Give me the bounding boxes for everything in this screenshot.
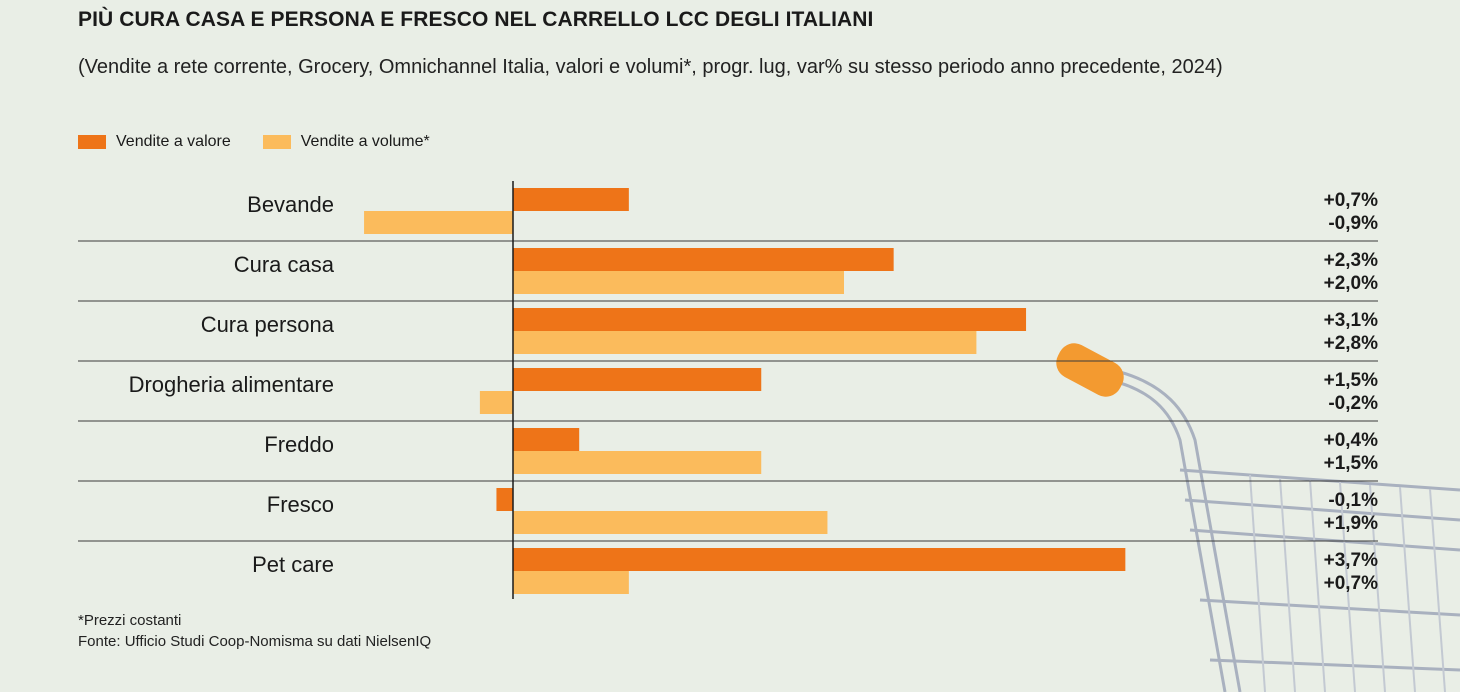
bar-volume <box>479 391 513 414</box>
legend-item-volume: Vendite a volume* <box>262 133 430 151</box>
bar-value <box>513 308 1027 331</box>
data-label-value: +0,4% <box>1324 430 1379 451</box>
legend-item-value: Vendite a valore <box>78 133 231 151</box>
bar-volume <box>513 271 844 294</box>
bar-value <box>496 488 513 511</box>
legend-label-volume: Vendite a volume* <box>300 133 430 150</box>
data-label-volume: +1,9% <box>1324 513 1379 534</box>
bar-volume <box>513 451 762 474</box>
chart-title: PIÙ CURA CASA E PERSONA E FRESCO NEL CAR… <box>78 8 874 31</box>
data-label-value: +1,5% <box>1324 370 1379 391</box>
category-label: Drogheria alimentare <box>129 372 334 397</box>
footnote: *Prezzi costanti Fonte: Ufficio Studi Co… <box>78 610 431 652</box>
category-label: Cura casa <box>234 252 335 277</box>
category-label: Pet care <box>252 552 334 577</box>
data-label-value: +2,3% <box>1324 250 1379 271</box>
legend-swatch-value <box>78 135 106 149</box>
bar-volume <box>364 211 513 234</box>
bar-volume <box>513 571 629 594</box>
bar-value <box>513 248 894 271</box>
data-label-value: +3,1% <box>1324 310 1379 331</box>
category-label: Cura persona <box>201 312 335 337</box>
footnote-note: *Prezzi costanti <box>78 612 182 629</box>
bar-value <box>513 188 629 211</box>
legend: Vendite a valore Vendite a volume* <box>78 133 462 151</box>
legend-swatch-volume <box>262 135 291 149</box>
bar-volume <box>513 511 828 534</box>
data-label-volume: -0,2% <box>1328 393 1378 414</box>
category-label: Fresco <box>267 492 334 517</box>
bar-volume <box>513 331 977 354</box>
data-label-volume: +2,8% <box>1324 333 1379 354</box>
data-label-value: +3,7% <box>1324 550 1379 571</box>
category-label: Freddo <box>264 432 334 457</box>
bar-value <box>513 428 580 451</box>
data-label-volume: +2,0% <box>1324 273 1379 294</box>
bar-value <box>513 368 762 391</box>
data-label-volume: +1,5% <box>1324 453 1379 474</box>
data-label-value: +0,7% <box>1324 190 1379 211</box>
chart-subtitle: (Vendite a rete corrente, Grocery, Omnic… <box>78 56 1223 78</box>
legend-label-value: Vendite a valore <box>116 133 231 150</box>
footnote-source: Fonte: Ufficio Studi Coop-Nomisma su dat… <box>78 633 432 650</box>
data-label-volume: -0,9% <box>1328 213 1378 234</box>
category-label: Bevande <box>247 192 334 217</box>
data-label-volume: +0,7% <box>1324 573 1379 594</box>
bar-value <box>513 548 1126 571</box>
data-label-value: -0,1% <box>1328 490 1378 511</box>
